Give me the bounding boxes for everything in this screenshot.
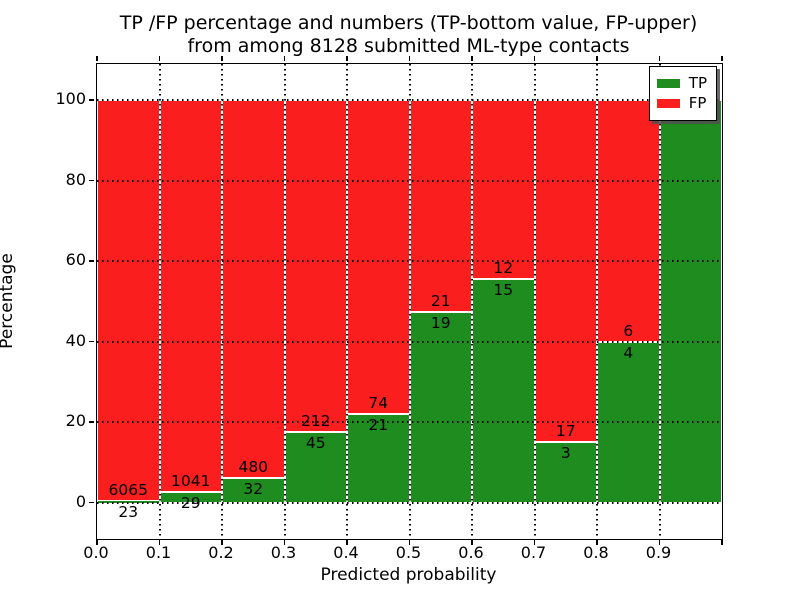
x-tick-mark: [533, 56, 536, 61]
tp-bar-segment: [222, 477, 285, 503]
fp-count-label: 1041: [171, 471, 211, 490]
fp-count-label: 6: [623, 321, 634, 340]
y-tick-mark: [89, 179, 94, 182]
chart-title-line1: TP /FP percentage and numbers (TP-bottom…: [119, 12, 698, 34]
x-tick-mark: [221, 540, 223, 545]
legend-row: FP: [656, 94, 707, 112]
v-gridline: [596, 64, 598, 539]
x-tick-mark: [346, 540, 348, 545]
x-tick-mark: [721, 56, 723, 61]
tp-count-label: 4: [623, 343, 634, 362]
grid-layer: [97, 64, 722, 539]
tp-bar-segment: [659, 100, 722, 503]
legend-row: TP: [656, 74, 707, 92]
tp-legend-label: TP: [688, 74, 707, 92]
fp-legend-label: FP: [688, 94, 707, 112]
x-tick-label: 0.0: [83, 543, 109, 562]
tp-count-label: 45: [305, 434, 326, 453]
y-tick-mark: [89, 340, 94, 343]
tp-count-label: 3: [560, 444, 571, 463]
y-tick-label: 40: [65, 330, 86, 350]
fp-count-label: 74: [368, 393, 389, 412]
x-tick-mark: [408, 540, 411, 545]
plot-area: 6065231041294803221245742121191215173649…: [96, 63, 723, 540]
x-tick-label: 0.5: [395, 543, 422, 562]
x-tick-mark: [96, 56, 98, 61]
v-gridline: [533, 64, 536, 539]
y-tick-mark: [89, 421, 94, 423]
y-tick-label: 80: [65, 169, 86, 189]
fp-count-label: 480: [238, 457, 269, 476]
fp-count-label: 12: [493, 259, 514, 278]
x-tick-label: 0.3: [270, 543, 297, 562]
fp-bar-segment: [284, 100, 347, 433]
tp-count-label: 23: [118, 503, 139, 522]
x-tick-mark: [533, 540, 536, 545]
x-tick-label: 0.9: [645, 543, 672, 562]
x-tick-mark: [96, 540, 98, 545]
v-gridline: [221, 64, 223, 539]
fp-bar-segment: [222, 100, 285, 478]
tp-bar-segment: [347, 413, 410, 503]
y-tick-mark: [89, 501, 94, 504]
x-tick-mark: [658, 56, 661, 61]
v-gridline: [471, 64, 473, 539]
fp-count-label: 212: [300, 412, 331, 431]
x-tick-mark: [408, 56, 411, 61]
tp-count-label: 32: [243, 479, 264, 498]
v-gridline: [408, 64, 411, 539]
x-tick-mark: [596, 540, 598, 545]
v-gridline: [158, 64, 161, 539]
tp-count-label: 19: [430, 313, 451, 332]
y-tick-mark: [89, 260, 94, 262]
y-tick-mark: [89, 99, 94, 101]
x-tick-mark: [471, 56, 473, 61]
v-gridline: [346, 64, 348, 539]
y-tick-label: 60: [65, 250, 86, 270]
x-axis-label: Predicted probability: [320, 565, 497, 585]
tp-legend-swatch: [656, 79, 680, 88]
fp-count-label: 17: [555, 422, 576, 441]
legend: TP FP: [648, 66, 717, 121]
chart-title: TP /FP percentage and numbers (TP-bottom…: [96, 12, 721, 58]
fp-legend-swatch: [656, 99, 680, 108]
x-tick-mark: [346, 56, 348, 61]
fp-count-label: 6065: [108, 481, 148, 500]
y-tick-label: 0: [75, 491, 86, 511]
x-tick-mark: [283, 56, 286, 61]
chart-title-line2: from among 8128 submitted ML-type contac…: [187, 35, 630, 57]
x-tick-mark: [283, 540, 286, 545]
bar-labels-layer: 6065231041294803221245742121191215173649: [97, 64, 722, 539]
tp-count-label: 29: [180, 493, 201, 512]
x-tick-mark: [158, 56, 161, 61]
v-gridline: [658, 64, 661, 539]
x-tick-label: 0.7: [520, 543, 547, 562]
x-tick-label: 0.8: [583, 543, 609, 562]
x-tick-label: 0.6: [458, 543, 484, 562]
fp-count-label: 21: [430, 291, 451, 310]
y-axis-label: Percentage: [0, 253, 17, 349]
x-tick-label: 0.2: [208, 543, 234, 562]
y-tick-label: 100: [55, 89, 86, 109]
x-tick-mark: [158, 540, 161, 545]
bars-layer: [97, 64, 722, 539]
x-tick-label: 0.4: [333, 543, 359, 562]
tp-count-label: 21: [368, 415, 389, 434]
v-gridline: [283, 64, 286, 539]
x-tick-mark: [658, 540, 661, 545]
x-tick-mark: [221, 56, 223, 61]
x-tick-mark: [721, 540, 723, 545]
y-tick-label: 20: [65, 411, 86, 431]
x-tick-label: 0.1: [145, 543, 172, 562]
x-tick-mark: [471, 540, 473, 545]
tp-count-label: 15: [493, 281, 514, 300]
fp-bar-segment: [472, 100, 535, 280]
x-tick-mark: [596, 56, 598, 61]
